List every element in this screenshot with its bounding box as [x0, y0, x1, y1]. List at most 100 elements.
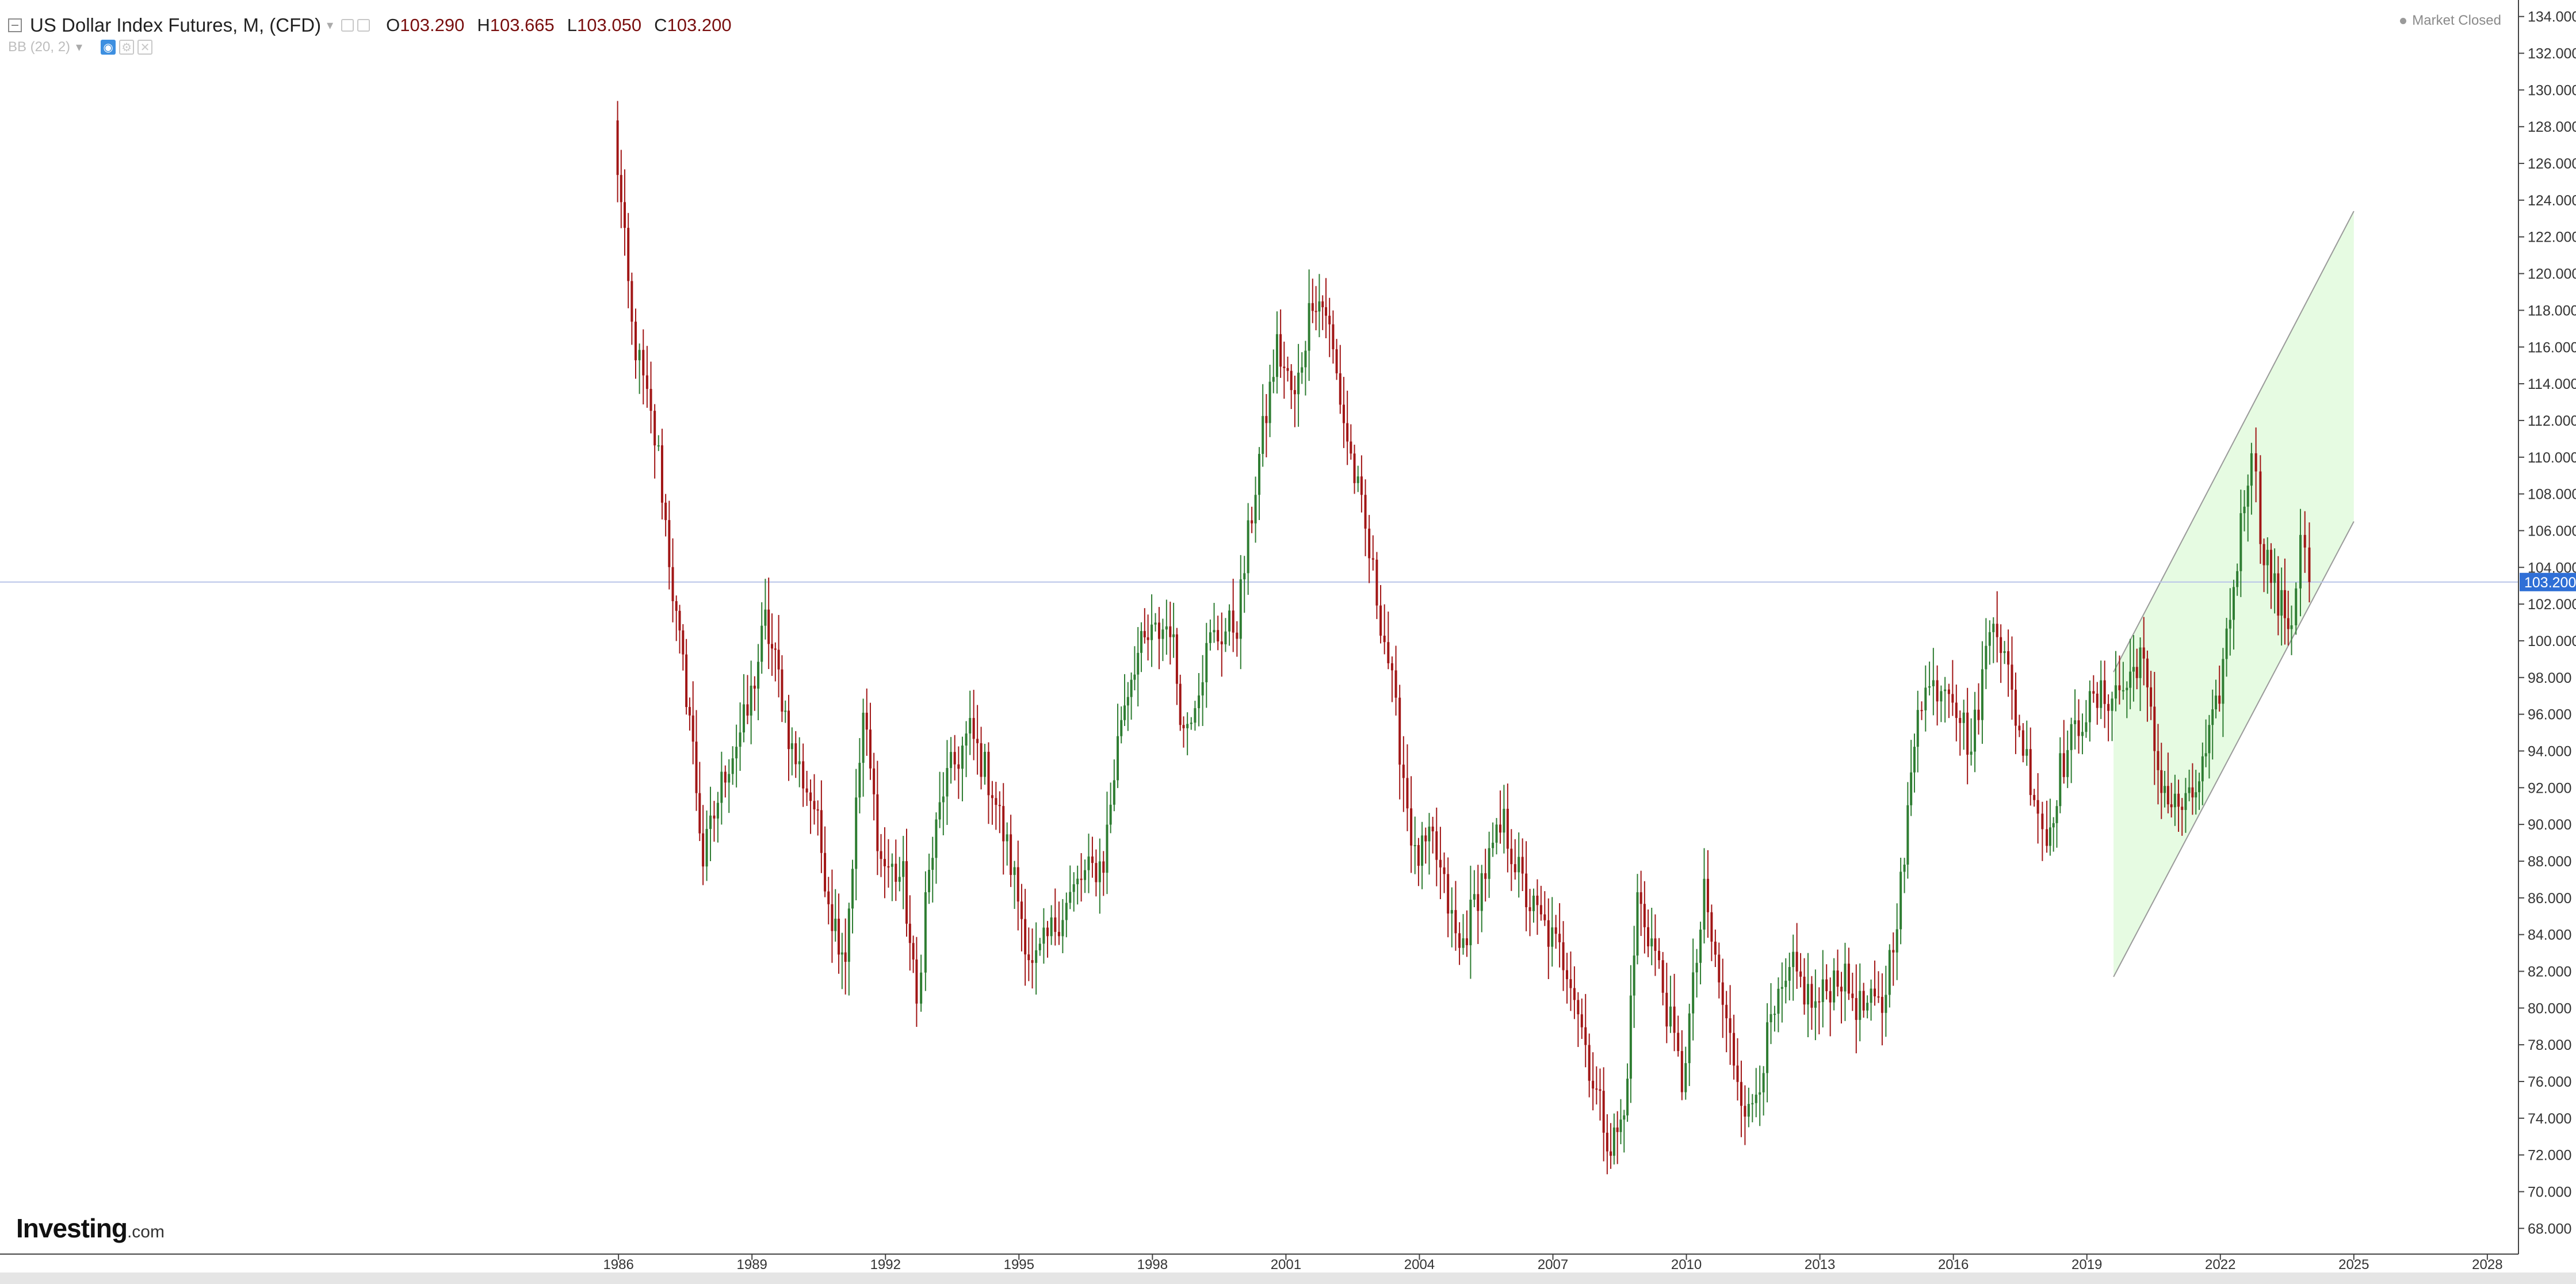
candle-body: [1680, 1051, 1683, 1092]
candle-body: [1265, 416, 1268, 423]
candle: [1521, 838, 1524, 891]
candle: [1821, 950, 1824, 1028]
candle-body: [1751, 1103, 1754, 1105]
candle: [1042, 908, 1045, 964]
collapse-legend-icon[interactable]: [8, 18, 22, 32]
candle: [972, 690, 975, 761]
candle-body: [1356, 476, 1359, 483]
candle: [1325, 278, 1328, 339]
candle-body: [1714, 941, 1717, 955]
candle-body: [1888, 950, 1891, 995]
candle-body: [1339, 373, 1341, 405]
candle-body: [1161, 629, 1164, 639]
candle-body: [2066, 750, 2069, 777]
candle-body: [1137, 652, 1140, 675]
candle-body: [1220, 641, 1223, 645]
current-price-tag-bg: [2520, 572, 2576, 591]
candle: [1725, 991, 1728, 1053]
candle: [1318, 274, 1321, 338]
time-tick-label: 2019: [2071, 1257, 2102, 1272]
candle-body: [1792, 951, 1795, 968]
candle: [908, 895, 911, 971]
candle-body: [1718, 954, 1721, 983]
candle-body: [953, 752, 956, 765]
candle: [627, 213, 630, 308]
candle-body: [1061, 920, 1064, 937]
candle-body: [1970, 751, 1973, 755]
candle: [1903, 858, 1906, 893]
channel-upper-line[interactable]: [2113, 211, 2355, 672]
candle-body: [1966, 712, 1969, 755]
candle: [2204, 719, 2207, 767]
candle: [1528, 889, 1531, 937]
candle: [1061, 899, 1064, 953]
chevron-down-icon[interactable]: ▾: [327, 18, 334, 32]
price-axis[interactable]: 68.000 70.000 72.000 74.000 76.000 78.000 80.0…: [2518, 0, 2576, 1254]
candle-body: [728, 774, 731, 783]
indicator-label[interactable]: BB (20, 2): [8, 39, 71, 55]
candle: [1499, 790, 1501, 844]
candle: [1072, 872, 1075, 912]
candle-body: [2290, 625, 2293, 629]
candle: [1855, 964, 1858, 1054]
candle-body: [1480, 873, 1483, 911]
candle: [1506, 783, 1509, 873]
time-tick-label: 2010: [1671, 1257, 1702, 1272]
candle: [2157, 724, 2160, 805]
candle-body: [1046, 927, 1049, 937]
symbol-title[interactable]: US Dollar Index Futures, M, (CFD): [30, 14, 322, 36]
candle-body: [731, 758, 734, 774]
candle-body: [1855, 998, 1858, 1020]
candle-body: [1747, 1103, 1750, 1117]
gear-icon[interactable]: [357, 19, 370, 32]
candle: [1654, 914, 1657, 976]
indicator-chevron-icon[interactable]: ▾: [76, 40, 83, 54]
candle-body: [1031, 960, 1034, 963]
candle: [827, 877, 830, 924]
candle: [634, 308, 637, 379]
candle: [1710, 904, 1713, 961]
candle-body: [1599, 1089, 1602, 1091]
candle-body: [883, 859, 886, 866]
candle-body: [1874, 988, 1876, 997]
candle-body: [2126, 687, 2128, 690]
candle: [1729, 985, 1732, 1065]
candle-body: [1684, 1063, 1687, 1092]
candle-body: [1251, 520, 1253, 523]
candle: [1859, 963, 1862, 1042]
candle-body: [2222, 659, 2225, 704]
candle: [1525, 841, 1528, 931]
plot-area[interactable]: [0, 101, 2518, 1175]
candle-body: [1042, 927, 1045, 944]
candle: [876, 761, 879, 876]
candle-body: [623, 202, 626, 228]
bottom-scrollbar[interactable]: [0, 1272, 2576, 1284]
channel-lower-line[interactable]: [2113, 521, 2355, 977]
indicator-gear-icon[interactable]: ⚙: [119, 40, 135, 55]
indicator-close-icon[interactable]: ✕: [137, 40, 153, 55]
candle-body: [1379, 605, 1382, 636]
candle: [1016, 840, 1019, 931]
candle-body: [653, 411, 656, 446]
candle: [2262, 538, 2265, 593]
candle-body: [1661, 960, 1664, 993]
candle: [1833, 958, 1836, 1011]
eye-icon[interactable]: [341, 19, 354, 32]
candle-body: [1087, 856, 1090, 870]
candle-body: [1201, 682, 1204, 696]
candle-body: [995, 798, 997, 805]
candle-body: [1458, 933, 1461, 948]
candle: [1977, 683, 1980, 735]
candle: [1599, 1068, 1602, 1121]
candle-body: [634, 322, 637, 361]
candle-body: [1885, 995, 1887, 1013]
indicator-eye-icon[interactable]: ◉: [101, 40, 116, 55]
time-axis[interactable]: 1986 1989 1992 1995 1998 2001 2004 2007 2010 2013…: [0, 1254, 2518, 1272]
candle-body: [1254, 495, 1257, 523]
candle-body: [1283, 366, 1286, 368]
candle: [735, 724, 738, 788]
price-tick-label: 80.000: [2528, 1000, 2571, 1017]
candle: [2070, 717, 2073, 784]
candle-body: [1639, 892, 1642, 904]
